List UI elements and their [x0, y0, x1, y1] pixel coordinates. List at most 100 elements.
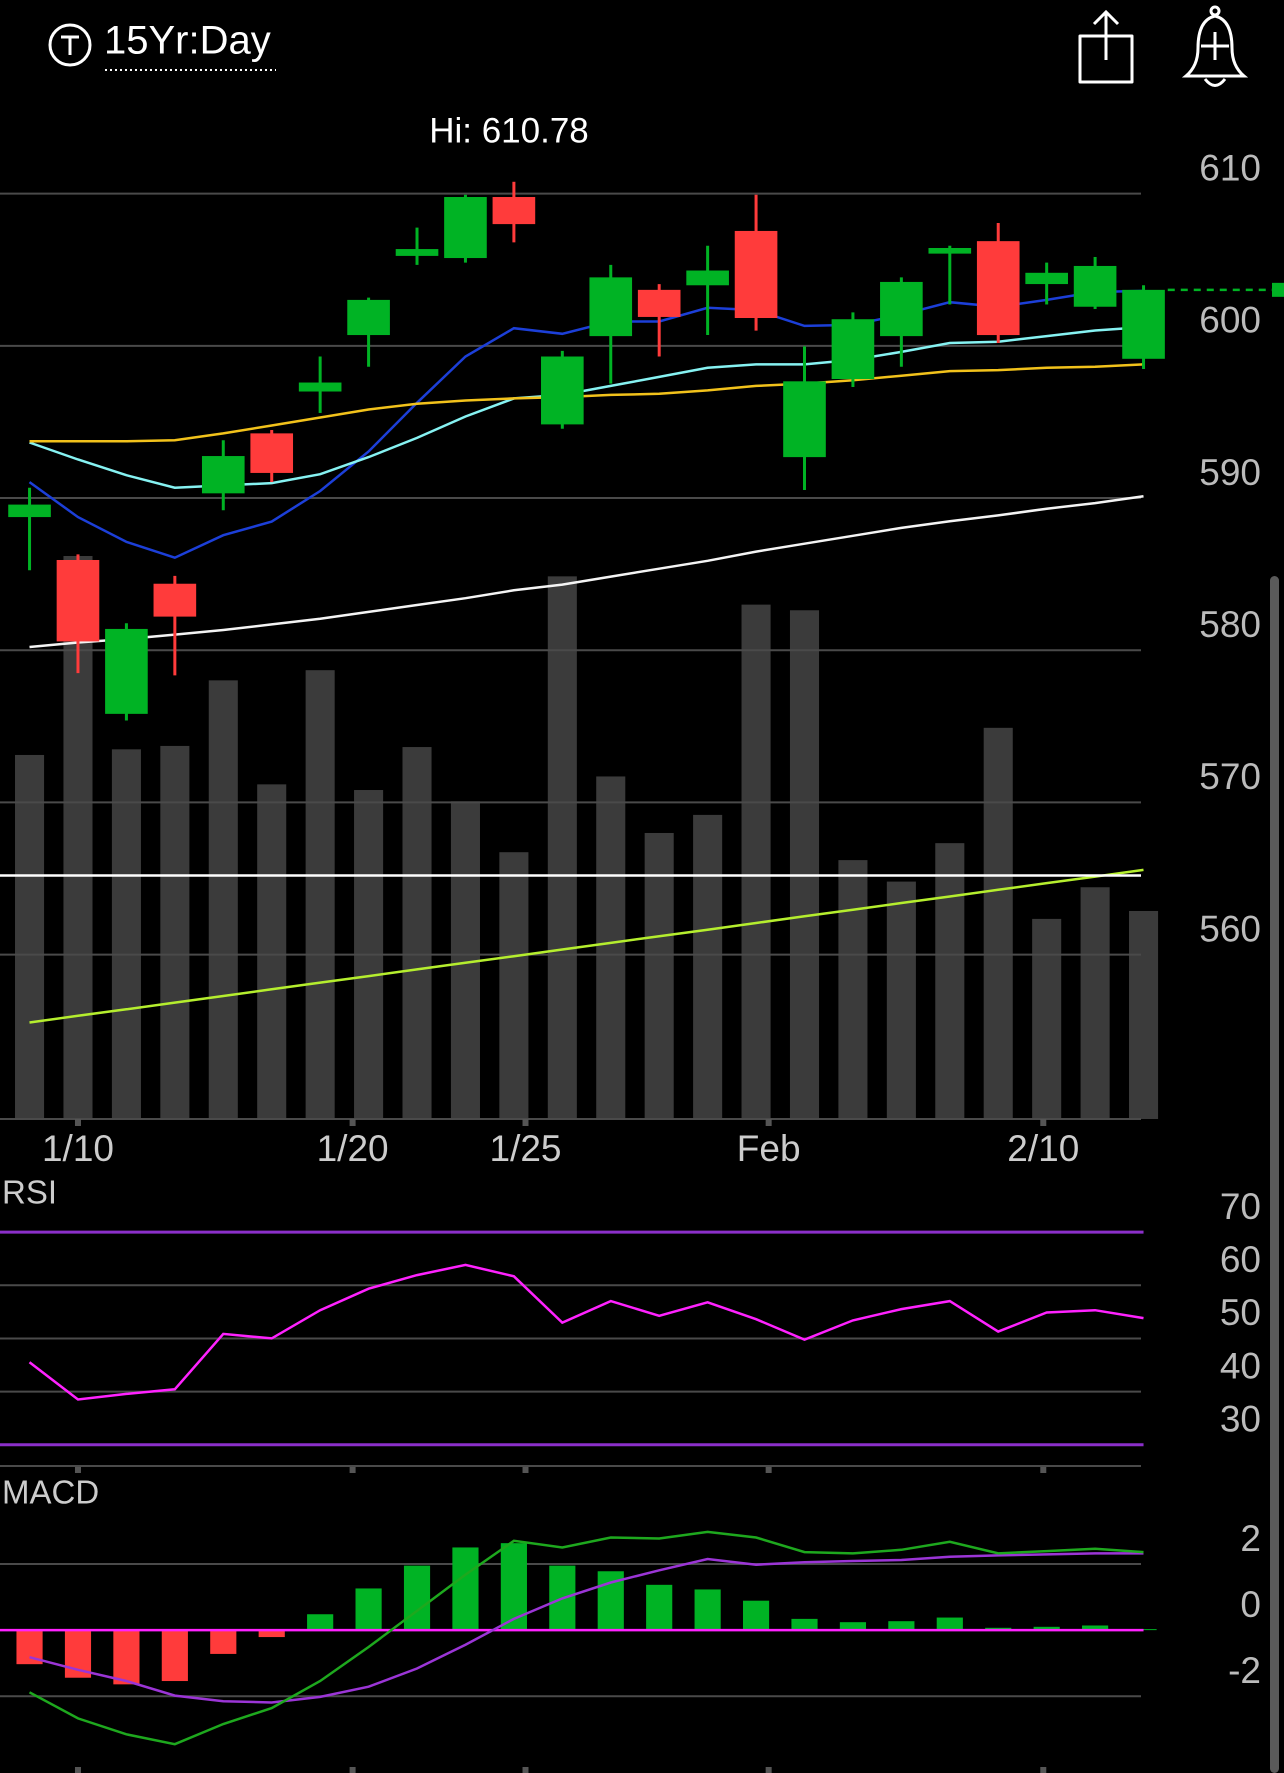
volume-bar [693, 814, 723, 1119]
high-annotation: Hi: 610.78 [429, 111, 589, 150]
timeframe-selector[interactable]: 15Yr:Day [104, 19, 271, 63]
bell-plus [1201, 32, 1229, 60]
bell-top [1209, 5, 1221, 17]
volume-bar [1080, 887, 1110, 1119]
candle-body [492, 197, 536, 225]
y-tick-label: 2 [1240, 1518, 1261, 1559]
volume-bar [160, 745, 190, 1119]
y-tick-label: 40 [1220, 1345, 1261, 1386]
scrollbar[interactable] [1270, 576, 1279, 1773]
y-tick-label: 60 [1220, 1239, 1261, 1280]
candle-body [734, 230, 778, 319]
y-tick-label: 30 [1220, 1399, 1261, 1440]
moving-average [29, 363, 1144, 443]
alert-button[interactable] [1181, 5, 1249, 87]
macd-histogram-bar [936, 1617, 963, 1631]
candle-body [928, 247, 972, 254]
x-tick-label: 1/20 [317, 1128, 389, 1169]
candle-body [347, 299, 390, 336]
y-tick-label: 560 [1199, 908, 1261, 949]
share-arrow [1092, 9, 1120, 60]
candle-body [153, 583, 197, 617]
symbol-button[interactable] [48, 23, 92, 67]
volume-bar [257, 784, 287, 1119]
macd-histogram-bar [452, 1547, 479, 1631]
macd-histogram-bar [839, 1622, 867, 1631]
candle-body [541, 356, 584, 425]
candle-body [783, 381, 826, 458]
panel-label: RSI [2, 1174, 57, 1211]
macd-histogram-bar [742, 1600, 770, 1631]
macd-histogram-bar [210, 1630, 237, 1654]
candle-body [250, 433, 294, 473]
candle-body [976, 241, 1020, 336]
volume-bar [644, 832, 674, 1119]
macd-histogram-bar [646, 1584, 673, 1631]
volume-bar [741, 604, 771, 1119]
y-tick-label: 580 [1199, 604, 1261, 645]
candle-body [686, 270, 729, 286]
volume-bar [789, 610, 820, 1119]
candle-body [201, 456, 245, 494]
rsi-line [28, 1263, 1144, 1401]
volume-bar [935, 843, 965, 1119]
candle-body [1025, 272, 1068, 285]
macd-histogram-bar [694, 1589, 721, 1631]
macd-histogram-bar [791, 1618, 818, 1631]
candle-body [637, 289, 681, 317]
x-tick-label: 1/10 [42, 1128, 114, 1169]
moving-average [29, 868, 1144, 1024]
macd-histogram-bar [1082, 1625, 1109, 1631]
candle-body [56, 559, 100, 642]
y-tick-label: 590 [1199, 452, 1261, 493]
y-tick-label: 50 [1220, 1292, 1261, 1333]
moving-average [28, 289, 1144, 560]
y-tick-label: 570 [1199, 756, 1261, 797]
signal-line [29, 1552, 1144, 1704]
macd-line [28, 1530, 1144, 1746]
macd-histogram-bar [161, 1630, 188, 1682]
volume-bar [402, 747, 432, 1119]
symbol-icon [48, 23, 92, 67]
candle-body [880, 281, 923, 337]
x-tick-label: 2/10 [1007, 1128, 1079, 1169]
last-price-tag [1272, 282, 1284, 297]
macd-histogram-bar [355, 1588, 382, 1631]
volume-bar [547, 576, 577, 1119]
candle-body [1122, 289, 1165, 359]
candle-body [395, 249, 439, 256]
y-tick-label: 610 [1199, 147, 1261, 188]
volume-bar [838, 860, 868, 1119]
macd-histogram-bar [307, 1614, 334, 1631]
volume-bar [983, 727, 1013, 1119]
macd-histogram-bar [258, 1630, 285, 1638]
volume-bar [111, 749, 141, 1119]
volume-bar [1032, 918, 1062, 1119]
y-tick-label: -2 [1228, 1650, 1261, 1691]
y-tick-label: 70 [1220, 1186, 1261, 1227]
candle-body [444, 197, 487, 259]
share-box [1078, 34, 1134, 84]
candle-body [831, 319, 875, 380]
macd-histogram-bar [1033, 1626, 1060, 1631]
macd-histogram-bar [888, 1621, 915, 1631]
candle-body [1073, 265, 1117, 307]
volume-bar [596, 776, 626, 1119]
candle-body [8, 504, 51, 518]
volume-bar [499, 852, 529, 1119]
x-tick-label: Feb [737, 1128, 801, 1169]
candle-body [298, 382, 342, 392]
candle-body [589, 277, 633, 337]
macd-histogram-bar [403, 1565, 431, 1631]
x-tick-label: 1/25 [490, 1128, 562, 1169]
share-button[interactable] [1078, 9, 1134, 84]
volume-bar [305, 670, 335, 1119]
volume-bar [15, 754, 45, 1119]
bell-clapper [1203, 78, 1227, 87]
moving-average [29, 494, 1144, 649]
volume-bar [450, 801, 480, 1119]
panel-label: MACD [2, 1474, 99, 1511]
